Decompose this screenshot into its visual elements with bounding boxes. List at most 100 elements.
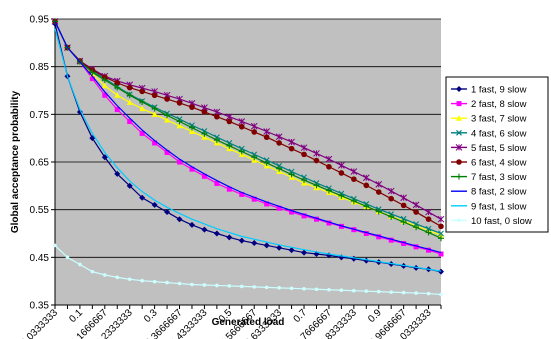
series-point: [176, 122, 183, 129]
series-point: [375, 189, 382, 195]
series-point: [114, 92, 121, 98]
series-point: [239, 191, 245, 197]
series-point: [301, 177, 308, 184]
series-point: [363, 231, 369, 236]
series-point: [90, 269, 95, 274]
series-point: [177, 281, 182, 286]
series-point: [388, 237, 394, 243]
series-point: [288, 171, 295, 178]
series-point: [276, 244, 283, 251]
series-point: [201, 130, 208, 137]
series-point: [426, 247, 432, 253]
series-point: [102, 92, 108, 98]
series-8-fast-2-slow: [54, 21, 442, 254]
series-point: [425, 208, 432, 216]
series-point: [351, 176, 357, 182]
series-point: [375, 208, 382, 215]
series-point: [140, 278, 144, 283]
series-point: [52, 18, 58, 25]
series-point: [438, 235, 444, 242]
series-point: [263, 159, 270, 166]
series-point: [325, 155, 333, 163]
series-point: [362, 174, 370, 182]
series-6-fast-4-slow: [52, 18, 444, 230]
series-point: [214, 113, 220, 120]
series-point: [439, 292, 443, 297]
series-point: [188, 221, 195, 228]
series-point: [53, 243, 57, 248]
series-point: [425, 225, 432, 232]
series-point: [413, 224, 420, 231]
series-point: [139, 194, 146, 201]
series-point: [401, 290, 406, 295]
series-point: [326, 163, 332, 170]
series-point: [252, 285, 257, 289]
series-point: [314, 287, 319, 292]
series-point: [139, 130, 145, 136]
series-point: [301, 213, 307, 219]
series-point: [139, 98, 146, 105]
series-7-fast-3-slow: [52, 18, 444, 242]
series-point: [65, 255, 70, 260]
series-point: [455, 144, 463, 151]
series-point: [114, 84, 121, 91]
series-point: [151, 105, 158, 112]
series-point: [456, 86, 462, 92]
y-tick-label: 0.95: [30, 15, 50, 26]
series-point: [238, 118, 246, 125]
series-point: [338, 254, 345, 261]
legend-label: 2 fast, 8 slow: [471, 99, 527, 110]
series-point: [101, 154, 108, 161]
series-point: [388, 213, 395, 220]
x-tick-label: 0.7: [292, 307, 310, 325]
series-point: [227, 284, 232, 288]
series-point: [114, 170, 121, 177]
series-point: [190, 282, 194, 287]
series-point: [413, 221, 419, 227]
series-point: [438, 231, 444, 238]
series-point: [213, 137, 220, 144]
series-point: [414, 291, 418, 295]
series-point: [201, 173, 207, 179]
series-point: [426, 291, 431, 296]
series-point: [264, 201, 270, 207]
series-point: [215, 283, 219, 288]
legend-label: 4 fast, 6 slow: [471, 128, 527, 139]
series-point: [389, 290, 393, 294]
y-tick-label: 0.45: [30, 253, 50, 264]
series-point: [400, 219, 407, 226]
series-point: [456, 173, 462, 180]
x-tick-label: 0.0333333: [19, 307, 61, 339]
series-point: [363, 182, 370, 189]
series-point: [201, 134, 208, 140]
series-point: [89, 69, 96, 76]
series-point: [165, 280, 169, 285]
series-point: [251, 240, 258, 247]
series-point: [456, 159, 462, 165]
series-point: [376, 234, 382, 240]
series-point: [201, 226, 208, 233]
series-point: [213, 230, 220, 237]
series-point: [152, 140, 158, 146]
legend-label: 6 fast, 4 slow: [471, 158, 527, 169]
legend-label: 1 fast, 9 slow: [471, 85, 527, 96]
series-point: [139, 88, 145, 95]
series-point: [238, 148, 245, 155]
series-point: [127, 118, 133, 124]
series-point: [388, 195, 394, 202]
series-group: [51, 18, 445, 297]
x-tick-label: 0.1: [67, 307, 85, 325]
x-axis-title: Generated load: [212, 317, 285, 328]
series-point: [375, 181, 383, 188]
series-point: [164, 112, 171, 119]
series-point: [263, 128, 271, 135]
series-point: [327, 287, 331, 292]
series-point: [78, 262, 82, 267]
series-point: [301, 151, 307, 158]
y-tick-label: 0.65: [30, 158, 50, 169]
series-point: [339, 288, 344, 293]
series-point: [263, 134, 270, 141]
series-point: [413, 209, 419, 215]
